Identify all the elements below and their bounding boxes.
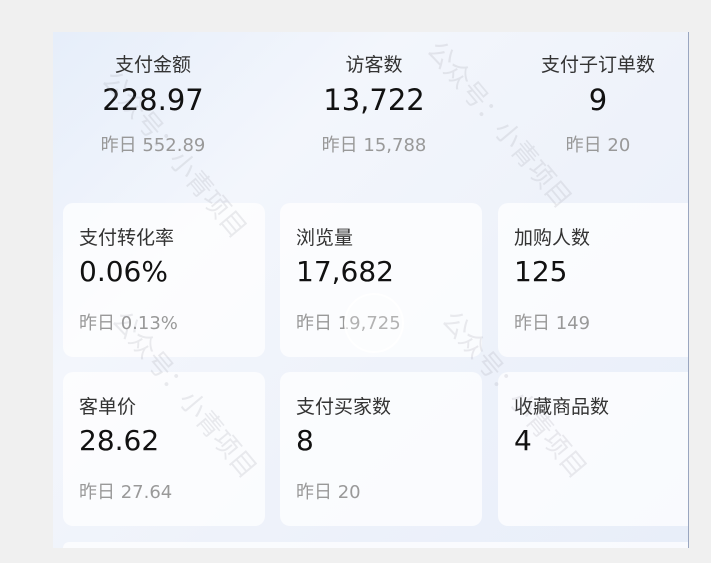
card-yesterday: 昨日 0.13% [79,313,178,334]
card-value: 28.62 [79,424,160,457]
card-paying-buyers[interactable]: 支付买家数 8 昨日 20 [280,372,482,526]
metric-sub-orders[interactable]: 支付子订单数 9 昨日 20 [498,50,688,157]
metric-value: 9 [588,83,608,117]
metric-label: 访客数 [345,54,403,76]
metric-visitors[interactable]: 访客数 13,722 昨日 15,788 [274,50,474,157]
card-conversion-rate[interactable]: 支付转化率 0.06% 昨日 0.13% [63,203,265,357]
metric-value: 228.97 [102,83,204,117]
card-value: 17,682 [296,255,394,288]
card-partial [63,542,688,548]
card-value: 8 [296,424,314,457]
card-label: 收藏商品数 [514,396,610,418]
card-label: 支付买家数 [296,396,392,418]
loading-spinner-icon [344,293,404,353]
card-label: 加购人数 [514,227,591,249]
card-value: 0.06% [79,255,168,288]
metric-label: 支付子订单数 [540,54,655,76]
metric-yesterday: 昨日 15,788 [321,135,427,156]
card-label: 支付转化率 [79,227,175,249]
card-add-to-cart[interactable]: 加购人数 125 昨日 149 [498,203,688,357]
metric-yesterday: 昨日 552.89 [100,135,206,156]
card-favorites[interactable]: 收藏商品数 4 [498,372,688,526]
card-yesterday: 昨日 149 [514,313,591,334]
metric-value: 13,722 [323,83,425,117]
card-avg-order-value[interactable]: 客单价 28.62 昨日 27.64 [63,372,265,526]
metric-yesterday: 昨日 20 [565,135,631,156]
metrics-panel: 支付金额 228.97 昨日 552.89 访客数 13,722 昨日 15,7… [53,32,689,548]
card-value: 125 [514,255,568,288]
card-label: 浏览量 [296,227,354,249]
card-yesterday: 昨日 20 [296,482,361,503]
card-yesterday: 昨日 27.64 [79,482,173,503]
card-value: 4 [514,424,532,457]
metric-pay-amount[interactable]: 支付金额 228.97 昨日 552.89 [53,50,253,157]
card-label: 客单价 [79,396,137,418]
metric-label: 支付金额 [114,54,191,76]
